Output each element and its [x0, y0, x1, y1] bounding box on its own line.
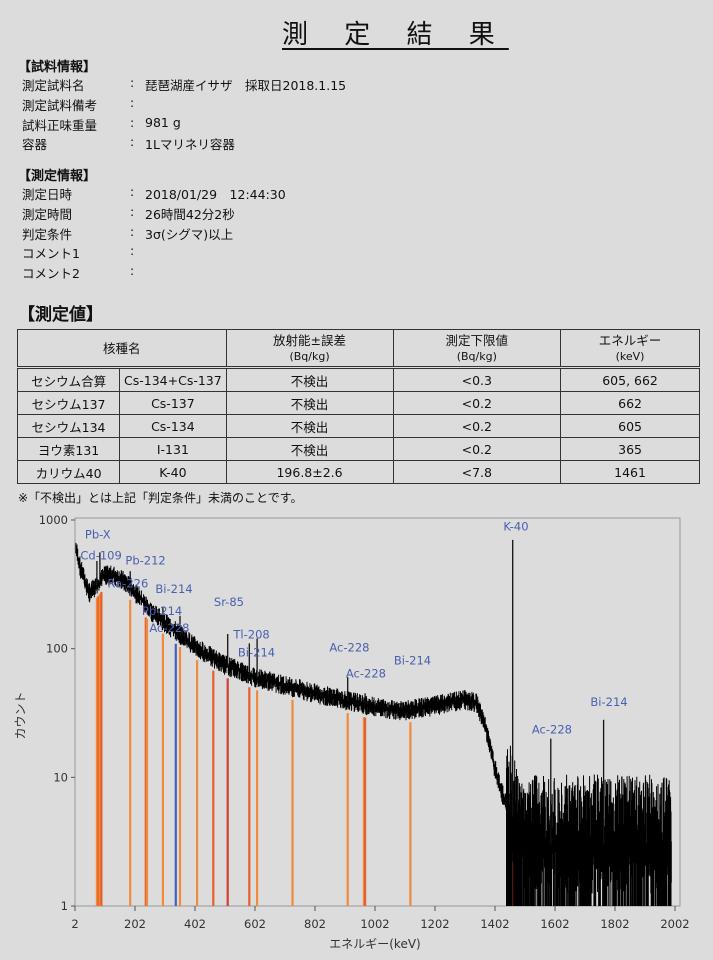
header-activity: 放射能±誤差 (Bq/kg)	[225, 329, 394, 368]
cell-symbol: K-40	[119, 460, 227, 484]
results-table: 核種名 放射能±誤差 (Bq/kg) 測定下限値 (Bq/kg) エネルギー (keV…	[16, 329, 700, 484]
cell-activity: 不検出	[225, 414, 394, 438]
cell-energy: 605	[560, 414, 700, 438]
cell-name: カリウム40	[16, 460, 121, 484]
header-energy: エネルギー (keV)	[560, 329, 700, 368]
peak-label: Tl-208	[232, 627, 269, 641]
x-tick-label: 1402	[480, 917, 509, 931]
footnote: ※「不検出」とは上記「判定条件」未満のことです。	[18, 491, 303, 505]
info-label: 測定日時	[22, 187, 73, 202]
header-activity-unit: (Bq/kg)	[289, 349, 330, 363]
separator: :	[130, 114, 135, 130]
cell-symbol: Cs-137	[119, 391, 227, 415]
separator: :	[130, 184, 135, 199]
x-tick-label: 1802	[600, 917, 629, 931]
sample-info-heading: 【試料情報】	[18, 60, 97, 75]
cell-name: ヨウ素131	[16, 437, 121, 461]
x-tick-label: 1002	[360, 917, 389, 931]
header-limit-unit: (Bq/kg)	[456, 349, 497, 363]
peak-label: Bi-214	[238, 645, 275, 659]
peak-label: Pb-X	[85, 527, 111, 541]
table-row: カリウム40 K-40 196.8±2.6 <7.8 1461	[16, 460, 700, 484]
header-limit-label: 測定下限値	[445, 332, 509, 348]
info-label: 測定試料名	[22, 78, 85, 93]
table-row: セシウム134 Cs-134 不検出 <0.2 605	[16, 414, 700, 438]
separator: :	[130, 94, 135, 110]
cell-name: セシウム合算	[16, 367, 121, 392]
peak-label: Bi-214	[394, 654, 431, 668]
page-title: 測 定 結 果	[282, 20, 509, 50]
table-row: セシウム137 Cs-137 不検出 <0.2 662	[16, 391, 700, 415]
y-tick-label: 100	[46, 642, 68, 656]
separator: :	[130, 75, 135, 90]
peak-label: Sr-85	[214, 595, 244, 609]
cell-activity: 不検出	[225, 367, 394, 392]
info-value: 981 g	[145, 114, 181, 130]
info-label: 容器	[22, 137, 48, 153]
info-value: 26時間42分2秒	[145, 206, 235, 222]
info-label: 試料正味重量	[22, 117, 98, 133]
peak-label: Pb-212	[125, 554, 165, 568]
cell-limit: <7.8	[392, 460, 562, 484]
x-tick-label: 2002	[660, 917, 689, 931]
x-tick-label: 1202	[420, 917, 449, 931]
cell-activity: 196.8±2.6	[225, 460, 394, 484]
results-heading: 【測定値】	[18, 305, 103, 325]
cell-name: セシウム134	[16, 414, 121, 438]
y-tick-label: 1	[61, 899, 68, 913]
peak-label: Cd-109	[80, 549, 121, 563]
spectrum-line	[75, 542, 672, 906]
x-tick-label: 1602	[540, 917, 569, 931]
info-label: 測定時間	[22, 206, 73, 222]
info-label: コメント2	[22, 266, 80, 282]
peak-label: Ac-228	[329, 641, 369, 655]
info-label: 測定試料備考	[22, 97, 98, 113]
peak-label: K-40	[503, 519, 528, 533]
x-tick-label: 602	[244, 917, 266, 931]
separator: :	[130, 243, 135, 259]
header-nuclide: 核種名	[17, 329, 227, 368]
table-row: ヨウ素131 I-131 不検出 <0.2 365	[16, 437, 700, 461]
x-axis-label: エネルギー(keV)	[329, 937, 420, 951]
plot-frame	[74, 517, 681, 907]
cell-energy: 605, 662	[560, 367, 700, 392]
info-value: 2018/01/29 12:44:30	[145, 187, 286, 202]
measurement-info-heading: 【測定情報】	[18, 169, 97, 184]
y-tick-label: 10	[53, 770, 68, 784]
peak-label: Pb-214	[142, 604, 182, 618]
info-label: 判定条件	[22, 226, 73, 242]
x-tick-label: 402	[184, 917, 206, 931]
separator: :	[130, 223, 135, 239]
x-tick-label: 802	[304, 917, 326, 931]
header-activity-label: 放射能±誤差	[273, 332, 347, 348]
info-value: 琵琶湖産イサザ 採取日2018.1.15	[145, 78, 347, 93]
separator: :	[130, 134, 135, 150]
peak-label: Bi-214	[590, 695, 627, 709]
cell-energy: 1461	[560, 460, 700, 484]
cell-limit: <0.2	[392, 391, 562, 415]
peak-label: Ac-228	[532, 722, 572, 736]
x-tick-label: 202	[124, 917, 146, 931]
cell-limit: <0.2	[392, 414, 562, 438]
peak-label: Ac-228	[346, 667, 386, 681]
x-tick-label: 2	[71, 917, 78, 931]
info-value: 3σ(シグマ)以上	[145, 226, 234, 242]
y-tick-label: 1000	[39, 513, 68, 527]
cell-symbol: Cs-134	[119, 414, 227, 438]
peak-label: Ac-228	[149, 621, 189, 635]
peak-label: Ra-226	[107, 577, 148, 591]
separator: :	[130, 263, 135, 279]
info-value: 1Lマリネリ容器	[145, 137, 235, 153]
peak-label: Bi-214	[155, 582, 192, 596]
header-energy-label: エネルギー	[598, 332, 662, 348]
info-label: コメント1	[22, 246, 80, 262]
separator: :	[130, 203, 135, 219]
header-energy-unit: (keV)	[615, 349, 645, 363]
